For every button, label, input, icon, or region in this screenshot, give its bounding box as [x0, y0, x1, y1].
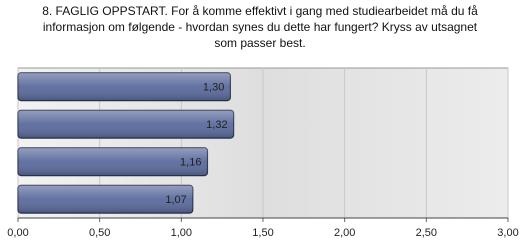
- bar-shine: [18, 110, 234, 139]
- x-tick-label: 2,50: [416, 227, 437, 239]
- bar-shine: [18, 72, 231, 101]
- value-label: 1,32: [206, 119, 227, 131]
- chart-title: som passer best.: [214, 36, 305, 50]
- value-label: 1,07: [165, 194, 186, 206]
- value-label: 1,30: [203, 82, 224, 94]
- value-label: 1,16: [180, 157, 201, 169]
- x-tick-label: 1,00: [171, 227, 192, 239]
- x-tick-label: 3,00: [497, 227, 518, 239]
- x-tick-label: 0,50: [89, 227, 110, 239]
- bar-shine: [18, 185, 193, 214]
- bar-shine: [18, 147, 208, 176]
- x-tick-label: 2,00: [334, 227, 355, 239]
- x-tick-label: 1,50: [252, 227, 273, 239]
- x-tick-label: 0,00: [7, 227, 28, 239]
- chart-title: informasjon om følgende - hvordan synes …: [43, 20, 478, 34]
- chart-title: 8. FAGLIG OPPSTART. For å komme effektiv…: [42, 4, 478, 18]
